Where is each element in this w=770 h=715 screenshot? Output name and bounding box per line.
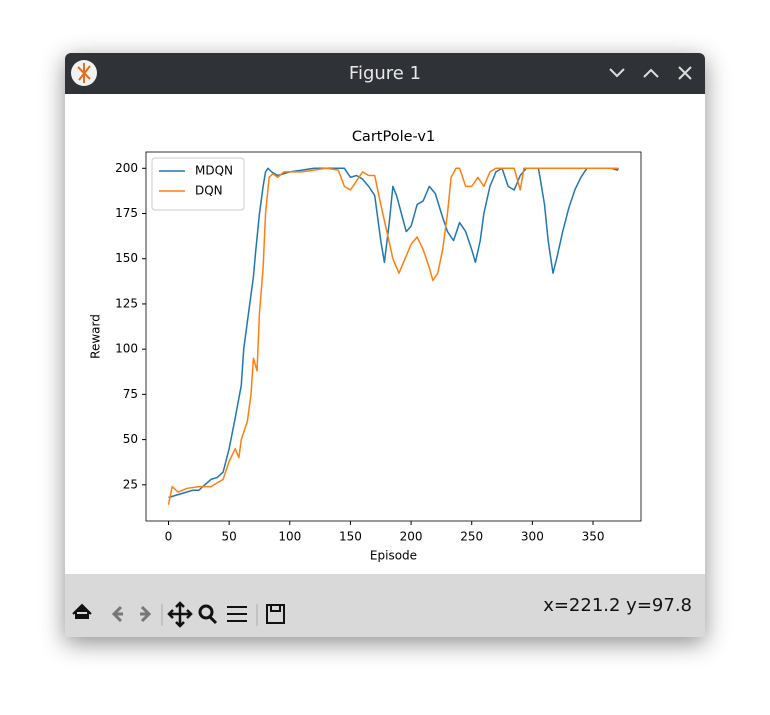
x-tick-label: 350 (582, 530, 605, 544)
title-bar: Figure 1 (65, 53, 705, 94)
legend-label: MDQN (195, 164, 233, 178)
y-tick-label: 50 (123, 432, 138, 446)
toolbar-icons (72, 601, 285, 628)
x-tick-label: 0 (165, 530, 173, 544)
y-axis-label: Reward (89, 314, 103, 359)
y-tick-label: 75 (123, 387, 138, 401)
x-tick-label: 50 (222, 530, 237, 544)
chart-title: CartPole-v1 (352, 129, 435, 145)
chart: CartPole-v1 Episode Reward 0 50 100 150 200 250 3… (89, 129, 642, 563)
x-tick-label: 200 (400, 530, 423, 544)
home[interactable] (72, 603, 92, 619)
toolbar: x=221.2 y=97.8 (65, 574, 705, 637)
x-tick-label: 250 (460, 530, 483, 544)
window-title: Figure 1 (348, 63, 422, 84)
zoom[interactable] (198, 604, 214, 620)
app-icon-mark (77, 63, 91, 83)
back[interactable] (111, 605, 123, 623)
cursor-status: x=221.2 y=97.8 (543, 595, 692, 616)
y-tick-label: 175 (115, 206, 138, 220)
y-tick-label: 200 (115, 161, 138, 175)
y-tick-label: 25 (123, 477, 138, 491)
x-tick-label: 300 (521, 530, 544, 544)
pan[interactable] (167, 601, 193, 628)
x-tick-label: 100 (278, 530, 301, 544)
save-slot (270, 604, 281, 612)
minimize[interactable] (609, 68, 625, 78)
close[interactable] (678, 66, 692, 80)
y-tick-label: 150 (115, 251, 138, 265)
legend: MDQN DQN (151, 157, 245, 211)
x-axis-label: Episode (370, 549, 417, 563)
series-line (167, 167, 619, 505)
window: Figure 1 CartPole-v1 Episode Reward 0 50 100 1… (65, 53, 705, 637)
maximize[interactable] (643, 68, 659, 78)
zoom-handle (208, 615, 218, 625)
legend-label: DQN (195, 184, 223, 198)
y-tick-label: 100 (115, 342, 138, 356)
configure[interactable] (227, 606, 247, 622)
series-line (168, 167, 620, 499)
save[interactable] (266, 604, 285, 624)
y-tick-label: 125 (115, 296, 138, 310)
forward[interactable] (140, 605, 152, 623)
title-icons (71, 60, 692, 86)
x-tick-label: 150 (339, 530, 362, 544)
plot-frame (145, 151, 642, 522)
